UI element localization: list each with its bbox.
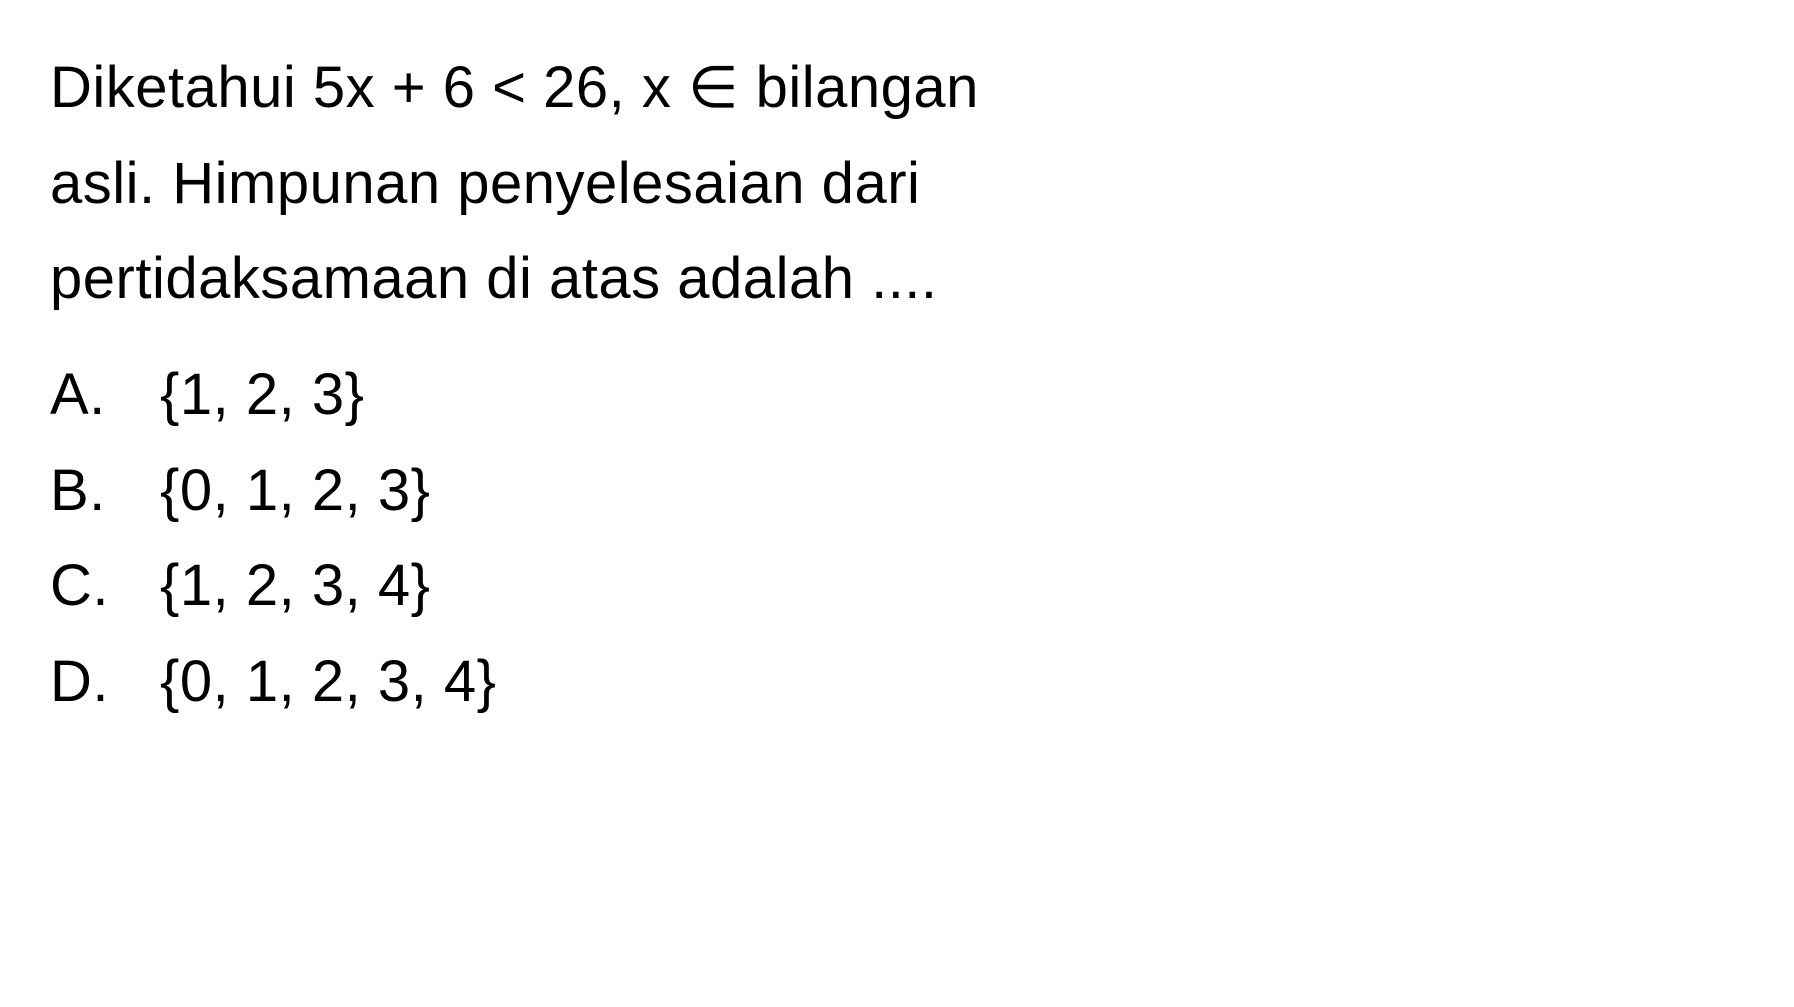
question-line-1: Diketahui 5x + 6 < 26, x ∈ bilangan xyxy=(50,55,979,120)
option-d: D. {0, 1, 2, 3, 4} xyxy=(50,634,1744,730)
option-value: {1, 2, 3, 4} xyxy=(160,538,1744,634)
option-letter: D. xyxy=(50,634,160,730)
question-line-2: asli. Himpunan penyelesaian dari xyxy=(50,151,920,216)
option-a: A. {1, 2, 3} xyxy=(50,347,1744,443)
question-text: Diketahui 5x + 6 < 26, x ∈ bilangan asli… xyxy=(50,40,1744,327)
question-line-3: pertidaksamaan di atas adalah .... xyxy=(50,246,938,311)
option-letter: A. xyxy=(50,347,160,443)
option-b: B. {0, 1, 2, 3} xyxy=(50,443,1744,539)
option-c: C. {1, 2, 3, 4} xyxy=(50,538,1744,634)
options-list: A. {1, 2, 3} B. {0, 1, 2, 3} C. {1, 2, 3… xyxy=(50,347,1744,730)
option-letter: C. xyxy=(50,538,160,634)
option-value: {0, 1, 2, 3} xyxy=(160,443,1744,539)
option-value: {1, 2, 3} xyxy=(160,347,1744,443)
option-letter: B. xyxy=(50,443,160,539)
option-value: {0, 1, 2, 3, 4} xyxy=(160,634,1744,730)
